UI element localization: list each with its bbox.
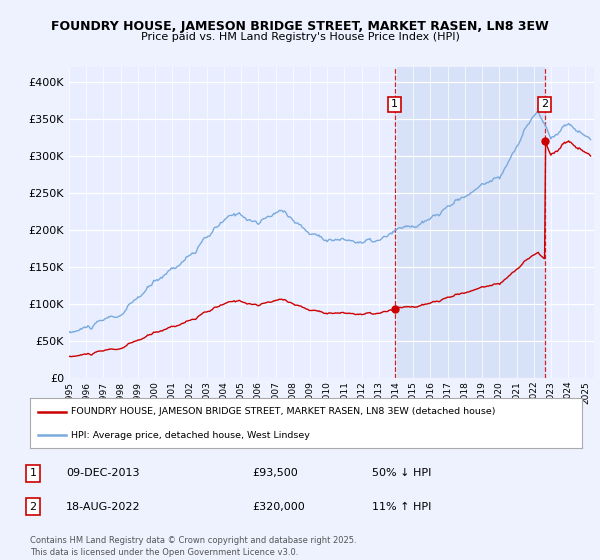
Text: 2: 2 [29, 502, 37, 512]
Text: 2: 2 [541, 100, 548, 110]
Text: £320,000: £320,000 [252, 502, 305, 512]
Text: £93,500: £93,500 [252, 468, 298, 478]
Text: FOUNDRY HOUSE, JAMESON BRIDGE STREET, MARKET RASEN, LN8 3EW (detached house): FOUNDRY HOUSE, JAMESON BRIDGE STREET, MA… [71, 407, 496, 416]
Text: Price paid vs. HM Land Registry's House Price Index (HPI): Price paid vs. HM Land Registry's House … [140, 32, 460, 42]
Text: FOUNDRY HOUSE, JAMESON BRIDGE STREET, MARKET RASEN, LN8 3EW: FOUNDRY HOUSE, JAMESON BRIDGE STREET, MA… [51, 20, 549, 32]
Text: 1: 1 [29, 468, 37, 478]
Text: 11% ↑ HPI: 11% ↑ HPI [372, 502, 431, 512]
Text: 18-AUG-2022: 18-AUG-2022 [66, 502, 140, 512]
Text: 1: 1 [391, 100, 398, 110]
Text: 50% ↓ HPI: 50% ↓ HPI [372, 468, 431, 478]
Text: 09-DEC-2013: 09-DEC-2013 [66, 468, 139, 478]
Bar [395, 67, 545, 378]
Text: Contains HM Land Registry data © Crown copyright and database right 2025.
This d: Contains HM Land Registry data © Crown c… [30, 536, 356, 557]
Text: HPI: Average price, detached house, West Lindsey: HPI: Average price, detached house, West… [71, 431, 310, 440]
